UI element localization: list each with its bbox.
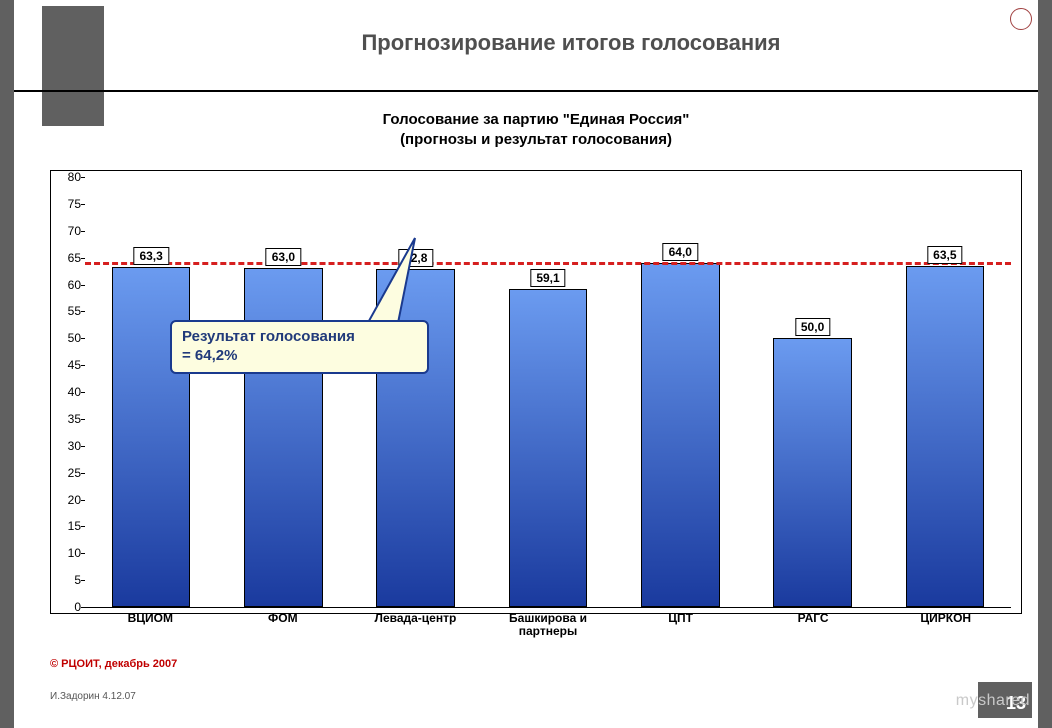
footer-copyright: © РЦОИТ, декабрь 2007: [50, 658, 177, 670]
x-axis-labels: ВЦИОМФОМЛевада-центрБашкирова ипартнерыЦ…: [84, 612, 1012, 634]
bar: [509, 289, 588, 607]
chart-title-line1: Голосование за партию "Единая Россия": [383, 111, 690, 128]
bar-value-label: 63,3: [133, 247, 168, 265]
callout-line1: Результат голосования: [182, 328, 355, 345]
plot-region: 0510152025303540455055606570758063,363,0…: [85, 177, 1011, 607]
bar-value-label: 64,0: [663, 243, 698, 261]
bar: [906, 266, 985, 607]
y-tick-label: 15: [53, 519, 85, 533]
y-tick-label: 65: [53, 251, 85, 265]
y-tick-label: 25: [53, 466, 85, 480]
callout-result-box: Результат голосования = 64,2%: [170, 320, 429, 374]
y-tick-label: 70: [53, 224, 85, 238]
horizontal-rule: [14, 90, 1038, 92]
y-tick-label: 20: [53, 493, 85, 507]
bar: [773, 338, 852, 607]
y-tick-label: 80: [53, 170, 85, 184]
y-tick-label: 55: [53, 304, 85, 318]
y-tick-label: 30: [53, 439, 85, 453]
chart-plot-area: 0 5 10 15 20 25 30 35 40 45 50 55 60 65 70 75 80 63,3 63,0…: [50, 170, 1022, 614]
footer-author: И.Задорин 4.12.07: [50, 691, 136, 702]
y-tick-label: 35: [53, 412, 85, 426]
slide-title: Прогнозирование итогов голосования: [130, 30, 1012, 56]
y-tick-label: 10: [53, 546, 85, 560]
x-label: Левада-центр: [375, 612, 457, 625]
y-tick-label: 45: [53, 358, 85, 372]
y-tick-label: 75: [53, 197, 85, 211]
chart-title: Голосование за партию "Единая Россия" (п…: [50, 110, 1022, 149]
x-label: ЦПТ: [668, 612, 693, 625]
bar-value-label: 50,0: [795, 318, 830, 336]
y-tick-label: 40: [53, 385, 85, 399]
slide-title-text: Прогнозирование итогов голосования: [361, 30, 780, 55]
left-stripe: [0, 0, 14, 728]
bar-value-label: 63,0: [266, 248, 301, 266]
x-label: РАГС: [798, 612, 829, 625]
y-tick-label: 50: [53, 331, 85, 345]
logo-circle-icon: [1010, 8, 1032, 30]
x-label: ЦИРКОН: [920, 612, 971, 625]
bar: [641, 263, 720, 607]
x-label: Башкирова ипартнеры: [509, 612, 587, 638]
bar-value-label: 63,5: [927, 246, 962, 264]
x-label: ФОМ: [268, 612, 298, 625]
bar: [112, 267, 191, 607]
callout-line2: = 64,2%: [182, 347, 237, 364]
watermark-text: myshared: [956, 692, 1030, 710]
y-tick-label: 0: [53, 600, 85, 614]
right-stripe: [1038, 0, 1052, 728]
reference-line: [85, 262, 1011, 265]
chart-title-line2: (прогнозы и результат голосования): [400, 131, 672, 148]
x-label: ВЦИОМ: [128, 612, 173, 625]
corner-block: [42, 6, 104, 126]
y-tick-label: 5: [53, 573, 85, 587]
bar-value-label: 59,1: [530, 269, 565, 287]
y-tick-label: 60: [53, 278, 85, 292]
chart-container: Голосование за партию "Единая Россия" (п…: [50, 110, 1022, 650]
